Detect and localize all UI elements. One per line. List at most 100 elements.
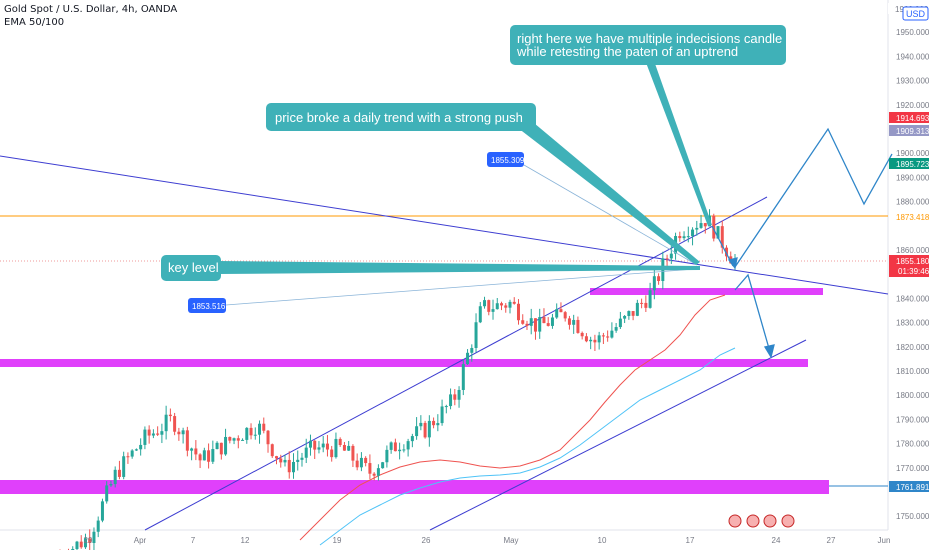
- candle-up: [224, 436, 228, 455]
- channel-lower-line: [429, 339, 807, 531]
- candle-up: [253, 434, 257, 436]
- candle-down: [432, 420, 436, 426]
- candle-up: [164, 414, 168, 432]
- candle-up: [296, 459, 300, 462]
- candle-up: [283, 459, 287, 463]
- callout-mid[interactable]: price broke a daily trend with a strong …: [266, 103, 536, 131]
- indicator-label[interactable]: EMA 50/100: [4, 17, 65, 28]
- candle-up: [572, 319, 576, 325]
- price-axis-label: 1880.000: [896, 198, 930, 207]
- badge-1853[interactable]: 1853.516: [188, 298, 226, 313]
- event-flag-icon: [781, 514, 795, 528]
- price-axis-label: 1940.000: [896, 52, 930, 61]
- candle-down: [79, 541, 83, 548]
- candle-up: [96, 520, 100, 532]
- candle-down: [576, 319, 580, 333]
- price-axis-label: 1930.000: [896, 77, 930, 86]
- candle-down: [279, 458, 283, 463]
- candle-down: [533, 318, 537, 332]
- candle-up: [508, 301, 512, 308]
- candle-down: [207, 450, 211, 462]
- candle-up: [130, 450, 134, 457]
- candle-down: [542, 317, 546, 324]
- candle-down: [525, 323, 529, 326]
- tag-1895: [889, 158, 929, 169]
- price-axis-label: 1770.000: [896, 464, 930, 473]
- candle-up: [160, 431, 164, 435]
- time-axis-label: 27: [827, 536, 836, 545]
- price-tags: 1960.000 USD 1914.693 1909.313 1895.723 …: [888, 3, 930, 492]
- candle-down: [487, 300, 491, 312]
- bar-countdown: 01:39:46: [898, 267, 930, 276]
- candle-up: [470, 347, 474, 353]
- candle-down: [236, 438, 240, 441]
- candle-down: [88, 538, 92, 543]
- currency-badge[interactable]: [902, 6, 929, 21]
- candle-up: [483, 300, 487, 307]
- candle-up: [415, 426, 419, 437]
- candle-up: [695, 227, 699, 230]
- candle-up: [686, 236, 690, 238]
- candle-down: [593, 339, 597, 343]
- candle-up: [618, 318, 622, 328]
- candle-down: [644, 302, 648, 308]
- event-flag-icon: [746, 514, 760, 528]
- candle-up: [427, 420, 431, 438]
- time-axis-label: 19: [333, 536, 342, 545]
- candle-up: [308, 440, 312, 448]
- candle-down: [325, 443, 329, 450]
- candle-down: [606, 336, 610, 338]
- callout-top-line-2: while retesting the paten of an uptrend: [516, 44, 738, 59]
- projection-paths: [711, 127, 893, 359]
- chart-title: Gold Spot / U.S. Dollar, 4h, OANDA: [4, 4, 178, 15]
- candle-up: [589, 339, 593, 342]
- candle-up: [495, 303, 499, 310]
- candle-up: [635, 302, 639, 316]
- candle-up: [139, 444, 143, 450]
- time-axis[interactable]: 29 Apr 7 12 19 26 May 10 17 24 27 Jun: [84, 536, 891, 545]
- tag-1761: [889, 481, 929, 492]
- economic-event-icons[interactable]: [728, 514, 795, 528]
- price-axis-label: 1830.000: [896, 319, 930, 328]
- candle-down: [177, 431, 181, 435]
- candle-up: [83, 538, 87, 548]
- candle-up: [347, 445, 351, 451]
- candle-up: [389, 442, 393, 450]
- candle-down: [546, 323, 550, 326]
- candle-up: [444, 406, 448, 408]
- candle-up: [449, 394, 453, 407]
- callout-top[interactable]: right here we have multiple indecisions …: [510, 25, 786, 65]
- daily-downtrend-line: [0, 155, 889, 295]
- candle-down: [249, 427, 253, 436]
- candle-up: [466, 352, 470, 365]
- time-axis-label: May: [503, 536, 518, 545]
- candle-up: [232, 438, 236, 441]
- zone-1812: [0, 359, 808, 367]
- candle-up: [669, 253, 673, 259]
- candle-up: [105, 485, 109, 502]
- candle-down: [219, 442, 223, 455]
- candle-up: [245, 427, 249, 440]
- candle-up: [691, 229, 695, 237]
- time-axis-label: 24: [772, 536, 781, 545]
- candle-up: [406, 441, 410, 450]
- callout-key[interactable]: key level: [161, 255, 221, 281]
- candle-up: [100, 501, 104, 521]
- candle-down: [351, 445, 355, 461]
- candle-up: [109, 484, 113, 486]
- candle-down: [287, 459, 291, 473]
- price-axis-label: 1780.000: [896, 440, 930, 449]
- candle-down: [584, 336, 588, 342]
- candle-up: [321, 443, 325, 448]
- candle-down: [198, 454, 202, 461]
- candle-up: [652, 276, 656, 291]
- price-axis-label: 1810.000: [896, 367, 930, 376]
- tag-1909: [889, 125, 929, 136]
- ema-100-line: [319, 347, 736, 546]
- candle-up: [699, 223, 703, 228]
- badge-1855[interactable]: 1855.309: [487, 152, 525, 167]
- candle-down: [631, 311, 635, 316]
- candle-down: [194, 448, 198, 455]
- candle-down: [262, 423, 266, 431]
